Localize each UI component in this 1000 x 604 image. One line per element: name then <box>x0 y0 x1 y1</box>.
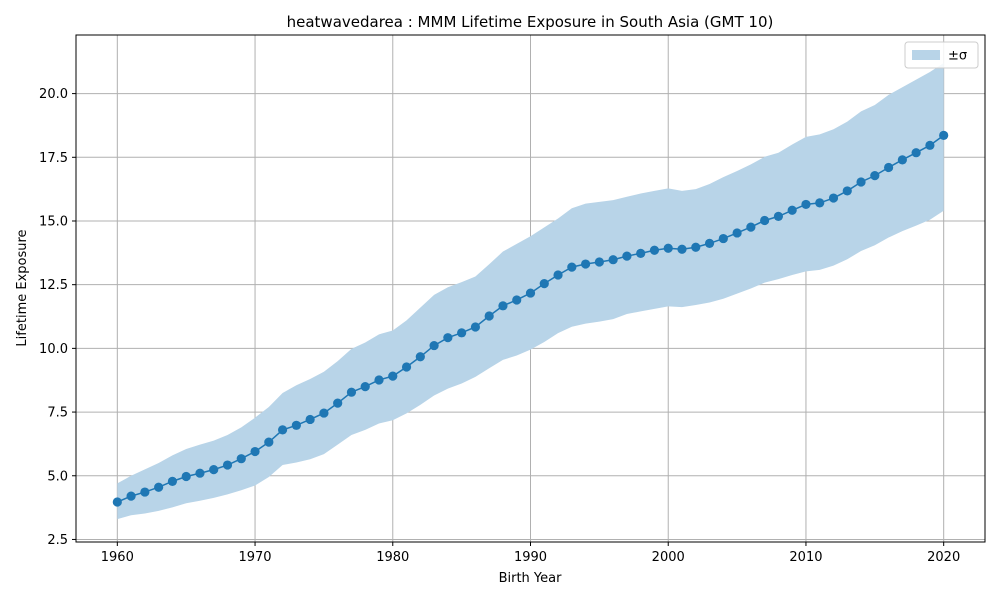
data-point <box>815 198 825 208</box>
legend-swatch <box>912 50 940 60</box>
data-point <box>457 328 467 338</box>
data-point <box>181 471 191 482</box>
data-point <box>663 243 673 253</box>
plot-frame <box>75 34 986 543</box>
data-point <box>856 177 866 187</box>
y-tick-label: 17.5 <box>39 151 68 166</box>
x-tick-label: 1960 <box>101 550 134 565</box>
y-tick-label: 20.0 <box>39 87 68 102</box>
data-point <box>401 362 412 372</box>
y-tick-label: 10.0 <box>39 342 68 357</box>
data-point <box>512 295 522 305</box>
data-point <box>594 257 604 267</box>
y-tick-label: 7.5 <box>47 406 68 421</box>
data-point <box>470 322 481 332</box>
data-point <box>897 155 907 165</box>
data-point <box>126 491 136 501</box>
data-point <box>443 333 453 343</box>
data-point <box>870 171 880 181</box>
data-point <box>264 437 274 447</box>
data-point <box>801 199 811 210</box>
data-point <box>649 245 660 255</box>
data-point <box>346 387 357 397</box>
x-tick-label: 2000 <box>652 550 685 565</box>
data-point <box>553 270 563 280</box>
data-point <box>883 162 894 173</box>
data-point <box>760 215 770 226</box>
data-point <box>704 238 715 249</box>
legend-label: ±σ <box>948 49 967 64</box>
data-point <box>732 228 742 238</box>
data-point <box>140 487 150 497</box>
data-point <box>677 244 687 254</box>
data-point <box>691 242 701 252</box>
data-point <box>277 425 288 435</box>
data-point <box>360 381 370 392</box>
data-point <box>911 148 921 158</box>
data-point <box>525 288 536 298</box>
legend: ±σ <box>904 41 979 69</box>
data-point <box>429 340 439 351</box>
legend-box <box>904 41 979 69</box>
y-axis-label: Lifetime Exposure <box>15 229 30 346</box>
x-tick-label: 2010 <box>789 550 822 565</box>
data-point <box>622 251 632 261</box>
data-point <box>828 193 839 203</box>
data-point <box>746 222 756 232</box>
data-point <box>787 205 797 215</box>
data-point <box>388 371 398 381</box>
data-point <box>209 465 219 475</box>
data-point <box>567 262 577 272</box>
data-point <box>415 352 425 362</box>
data-point <box>154 482 164 492</box>
data-point <box>580 259 591 269</box>
x-tick-label: 1990 <box>514 550 547 565</box>
data-point <box>718 233 728 244</box>
data-point <box>636 248 646 258</box>
y-tick-label: 15.0 <box>39 214 68 229</box>
x-tick-label: 2020 <box>927 550 960 565</box>
data-point <box>333 398 343 408</box>
data-point <box>374 375 384 385</box>
data-point <box>498 301 508 311</box>
data-point <box>484 311 494 321</box>
data-point <box>925 140 935 150</box>
data-point <box>939 130 949 140</box>
data-point <box>112 497 122 507</box>
x-axis-label: Birth Year <box>499 571 563 586</box>
data-point <box>236 454 246 464</box>
data-point <box>319 408 329 418</box>
data-point <box>167 476 178 486</box>
data-point <box>291 420 301 430</box>
x-tick-label: 1980 <box>376 550 409 565</box>
data-point <box>305 414 315 425</box>
data-point <box>250 446 260 457</box>
y-tick-label: 2.5 <box>47 533 68 548</box>
data-point <box>608 255 618 265</box>
data-point <box>773 211 784 221</box>
y-tick-label: 5.0 <box>47 469 68 484</box>
data-point <box>842 186 852 196</box>
chart-title: heatwavedarea : MMM Lifetime Exposure in… <box>287 13 774 31</box>
data-point <box>195 468 205 478</box>
data-point <box>222 460 233 470</box>
y-tick-label: 12.5 <box>39 278 68 293</box>
data-point <box>539 279 549 289</box>
x-tick-label: 1970 <box>238 550 271 565</box>
